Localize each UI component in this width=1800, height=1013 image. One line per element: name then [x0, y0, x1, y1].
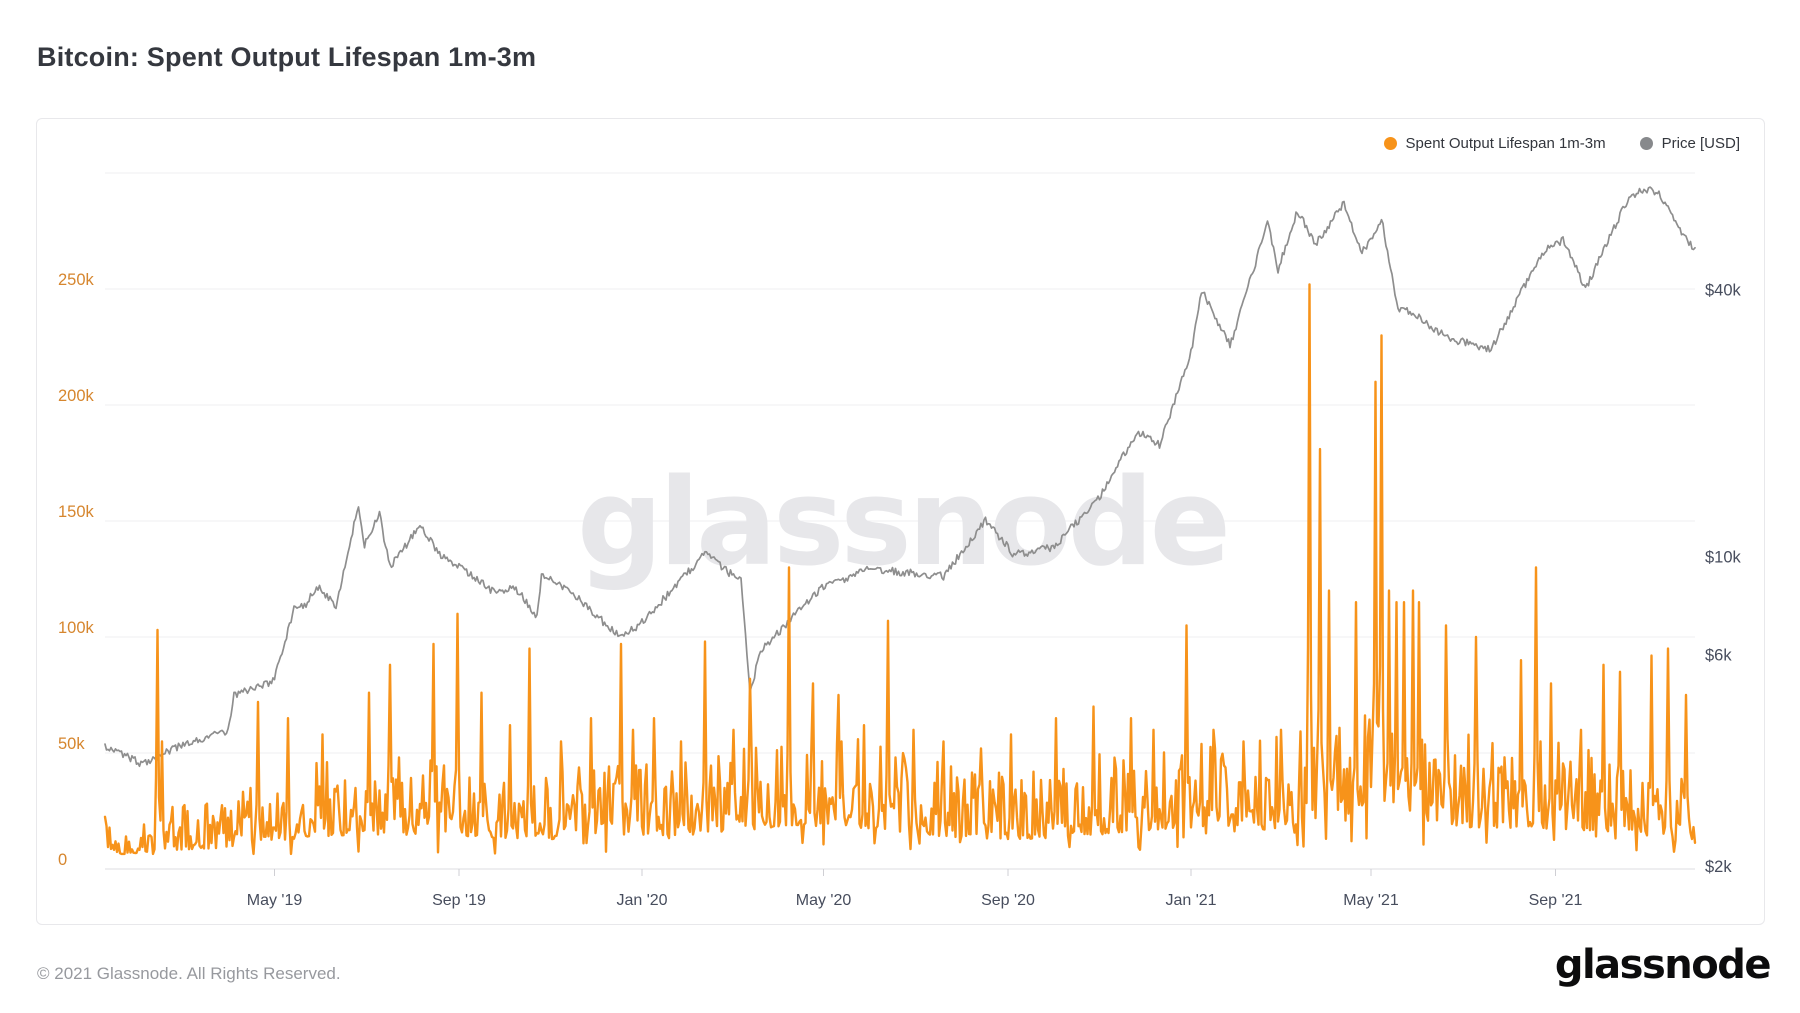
legend-marker-gray-icon	[1639, 137, 1653, 150]
right-axis-tick-label: $6k	[1705, 647, 1732, 665]
left-axis-tick-label: 50k	[58, 735, 85, 753]
legend-label: Spent Output Lifespan 1m-3m	[1405, 135, 1606, 152]
legend-label: Price [USD]	[1661, 135, 1740, 152]
x-axis-tick-label: Sep '21	[1529, 892, 1583, 909]
left-axis-tick-label: 200k	[58, 387, 95, 405]
right-axis-tick-label: $2k	[1705, 858, 1732, 876]
spent-output-lifespan-line	[103, 283, 1697, 856]
chart-legend: Spent Output Lifespan 1m-3m Price [USD]	[1383, 135, 1740, 152]
footer: © 2021 Glassnode. All Rights Reserved. g…	[0, 940, 1800, 1000]
right-axis-tick-label: $10k	[1705, 548, 1742, 566]
copyright-text: © 2021 Glassnode. All Rights Reserved.	[37, 964, 341, 983]
legend-item-price-usd[interactable]: Price [USD]	[1639, 135, 1740, 152]
glassnode-logo[interactable]: glassnode	[1554, 942, 1772, 988]
left-axis-tick-label: 0	[58, 851, 67, 869]
page-title: Bitcoin: Spent Output Lifespan 1m-3m	[37, 42, 537, 72]
x-axis-tick-label: Jan '21	[1165, 892, 1216, 909]
legend-item-spent-output-lifespan[interactable]: Spent Output Lifespan 1m-3m	[1383, 135, 1606, 152]
left-axis-tick-label: 100k	[58, 619, 95, 637]
left-axis-tick-label: 150k	[58, 503, 95, 521]
right-axis-tick-label: $40k	[1705, 282, 1742, 300]
x-axis-tick-label: May '21	[1343, 892, 1399, 909]
left-axis-tick-label: 250k	[58, 271, 95, 289]
x-axis-tick-label: May '20	[796, 892, 852, 909]
legend-marker-orange-icon	[1383, 137, 1397, 150]
watermark: glassnode	[577, 454, 1227, 593]
x-axis-tick-label: Sep '20	[981, 892, 1035, 909]
chart-plot-area[interactable]: glassnode May '19 Sep '19 Jan '20 May '20 Sep…	[37, 119, 1764, 924]
chart-card: Spent Output Lifespan 1m-3m Price [USD] …	[36, 118, 1765, 925]
price-usd-line	[104, 186, 1696, 768]
x-axis-tick-label: May '19	[247, 892, 303, 909]
x-axis-tick-label: Jan '20	[616, 892, 667, 909]
x-axis-tick-label: Sep '19	[432, 892, 486, 909]
